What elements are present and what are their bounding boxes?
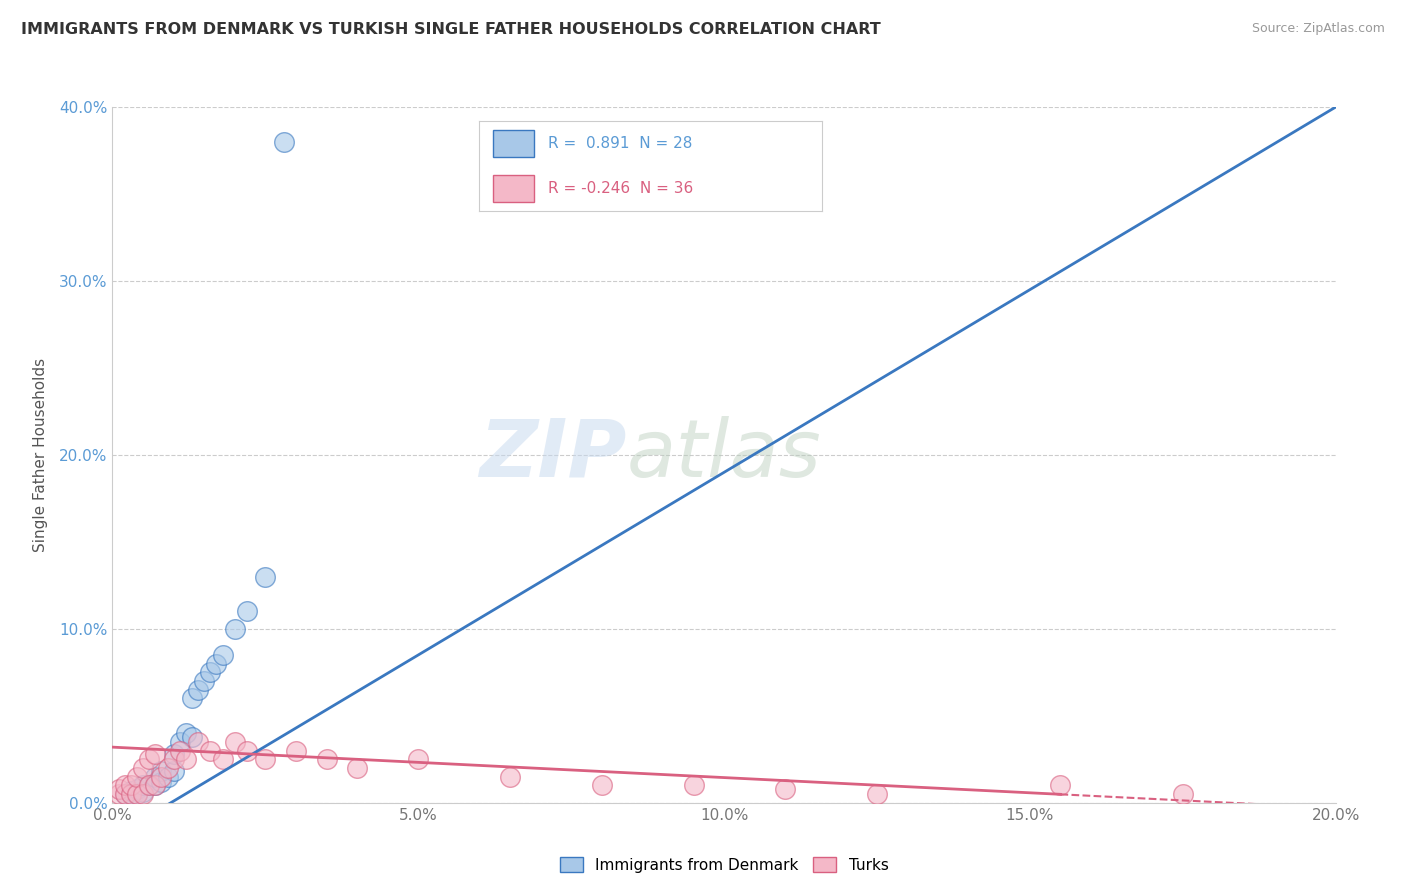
Point — [114, 778, 136, 792]
Point — [138, 778, 160, 792]
Point — [236, 605, 259, 619]
Text: ZIP: ZIP — [479, 416, 626, 494]
Point — [150, 770, 173, 784]
Point — [138, 778, 160, 792]
Point — [200, 665, 222, 680]
Point — [143, 778, 166, 792]
Point — [591, 778, 613, 792]
Point — [163, 752, 186, 766]
Point — [315, 752, 337, 766]
Point — [187, 682, 209, 697]
Point — [169, 744, 191, 758]
Point — [169, 735, 191, 749]
Point — [120, 783, 142, 797]
Point — [236, 744, 259, 758]
Point — [224, 735, 246, 749]
Point — [775, 781, 797, 796]
Point — [1049, 778, 1071, 792]
Point — [132, 787, 155, 801]
Point — [114, 787, 136, 801]
Point — [200, 744, 222, 758]
Point — [499, 770, 522, 784]
Text: IMMIGRANTS FROM DENMARK VS TURKISH SINGLE FATHER HOUSEHOLDS CORRELATION CHART: IMMIGRANTS FROM DENMARK VS TURKISH SINGL… — [21, 22, 880, 37]
Point — [120, 787, 142, 801]
Point — [211, 648, 233, 662]
Text: atlas: atlas — [626, 416, 821, 494]
Point — [125, 787, 148, 801]
Point — [143, 778, 166, 792]
Point — [205, 657, 228, 671]
Point — [174, 752, 197, 766]
Point — [132, 785, 155, 799]
Point — [273, 135, 295, 149]
Point — [254, 752, 277, 766]
Point — [120, 787, 142, 801]
Point — [224, 622, 246, 636]
Point — [211, 752, 233, 766]
Point — [120, 778, 142, 792]
Point — [181, 730, 204, 744]
Point — [193, 674, 215, 689]
Point — [132, 761, 155, 775]
Point — [114, 787, 136, 801]
Point — [138, 752, 160, 766]
Point — [284, 744, 308, 758]
Point — [187, 735, 209, 749]
Point — [150, 775, 173, 789]
Point — [125, 787, 148, 801]
Point — [254, 570, 277, 584]
Y-axis label: Single Father Households: Single Father Households — [32, 358, 48, 552]
Point — [107, 787, 129, 801]
Point — [150, 764, 173, 779]
Point — [408, 752, 430, 766]
Text: Source: ZipAtlas.com: Source: ZipAtlas.com — [1251, 22, 1385, 36]
Point — [1171, 787, 1194, 801]
Point — [682, 778, 704, 792]
Point — [143, 770, 166, 784]
Point — [156, 761, 179, 775]
Point — [866, 787, 889, 801]
Legend: Immigrants from Denmark, Turks: Immigrants from Denmark, Turks — [554, 850, 894, 879]
Point — [125, 781, 148, 796]
Point — [346, 761, 368, 775]
Point — [132, 778, 155, 792]
Point — [181, 691, 204, 706]
Point — [163, 764, 186, 779]
Point — [143, 747, 166, 761]
Point — [163, 747, 186, 761]
Point — [107, 781, 129, 796]
Point — [125, 770, 148, 784]
Point — [156, 770, 179, 784]
Point — [174, 726, 197, 740]
